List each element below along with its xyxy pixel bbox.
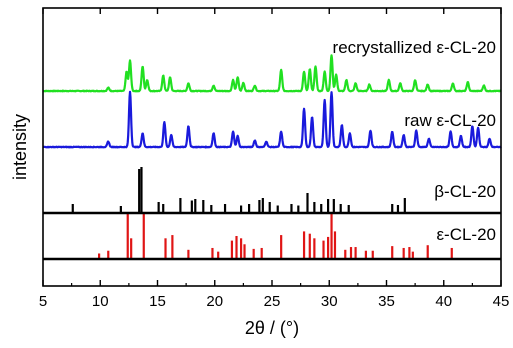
x-tick-label: 35 <box>378 293 395 310</box>
x-tick-label: 40 <box>435 293 452 310</box>
tick-layer: 5 10 15 20 25 30 35 40 45 <box>39 8 510 310</box>
series-layer <box>42 54 502 259</box>
series-label-recrystallized: recrystallized ε-CL-20 <box>333 38 496 57</box>
series-group <box>42 90 502 149</box>
x-tick-label: 25 <box>264 293 281 310</box>
series-label-epsilon: ε-CL-20 <box>436 225 496 244</box>
y-axis-title: intensity <box>10 114 30 180</box>
x-tick-label: 5 <box>39 293 47 310</box>
series-group <box>42 54 502 93</box>
series-group <box>71 167 406 213</box>
series-line <box>42 54 502 93</box>
baseline-layer <box>43 211 501 261</box>
x-axis-title: 2θ / (°) <box>245 318 299 338</box>
series-label-raw: raw ε-CL-20 <box>404 111 496 130</box>
series-line <box>42 90 502 149</box>
x-tick-label: 15 <box>149 293 166 310</box>
x-tick-label: 45 <box>493 293 510 310</box>
x-tick-label: 10 <box>92 293 109 310</box>
x-tick-label: 30 <box>321 293 338 310</box>
x-tick-label: 20 <box>206 293 223 310</box>
label-layer: recrystallized ε-CL-20 raw ε-CL-20 β-CL-… <box>333 38 496 244</box>
series-group <box>98 213 453 259</box>
series-label-beta: β-CL-20 <box>434 182 496 201</box>
